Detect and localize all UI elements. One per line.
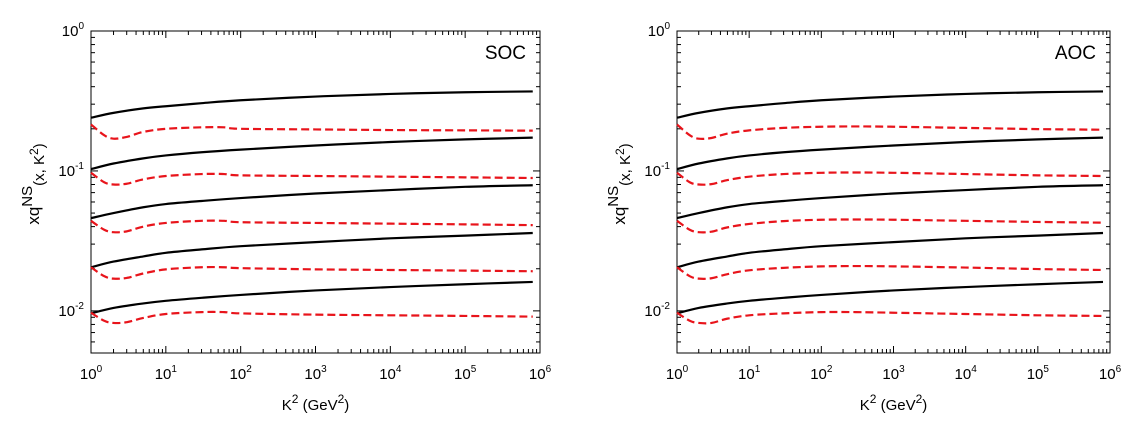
panel1-series-8-dashed-curve [90, 265, 533, 280]
panel1-y-axis-label: xqNS(x, K2) [19, 143, 48, 224]
panel1-x-tick-label: 104 [379, 364, 402, 383]
panel1-series-2-dashed-curve [90, 123, 533, 140]
panel2-x-tick-label: 106 [1099, 364, 1122, 383]
panel2-panel-label: AOC [1055, 43, 1096, 64]
panel2-series-4-dashed-curve [676, 171, 1104, 186]
panel2-x-tick-label: 103 [882, 364, 905, 383]
panel2-x-tick-label: 100 [666, 364, 689, 383]
panel1-x-tick-label: 100 [80, 364, 103, 383]
panel2-series-1-solid-curve [676, 90, 1104, 119]
panel2: 100 101 102 103 104 105 106 10-2 10-1 100 K2 (GeV2… [605, 21, 1122, 414]
panel2-y-tick-label: 100 [648, 21, 671, 40]
panel1-series-5-solid-curve [90, 184, 533, 220]
panel2-series-3-solid-curve [676, 136, 1104, 171]
panel1-series-9-solid-curve [90, 280, 533, 315]
panel1-series-1-solid-curve [90, 90, 533, 119]
panel2-y-tick-label: 10-1 [644, 161, 670, 180]
panel2-y-axis-label: xqNS(x, K2) [605, 143, 634, 224]
panel1-panel-label: SOC [485, 43, 526, 64]
panel1: 100 101 102 103 104 105 106 10-2 10-1 100 K2 (GeV2… [19, 21, 552, 414]
panel1-series-7-solid-curve [90, 231, 533, 269]
panel2-x-tick-label: 105 [1027, 364, 1050, 383]
panel1-plot-frame [90, 30, 541, 354]
panel2-series-9-solid-curve [676, 280, 1104, 315]
panel2-series-10-dashed-curve [676, 310, 1104, 325]
panel1-x-tick-label: 106 [529, 364, 552, 383]
panel2-series-5-solid-curve [676, 184, 1104, 220]
panel1-x-tick-label: 103 [304, 364, 327, 383]
panel2-series-7-solid-curve [676, 231, 1104, 269]
panel1-x-tick-label: 101 [155, 364, 178, 383]
panel2-x-tick-label: 104 [955, 364, 978, 383]
panel2-series-8-dashed-curve [676, 264, 1104, 280]
panel1-y-tick-label: 10-2 [58, 301, 84, 320]
panel1-x-tick-label: 105 [454, 364, 477, 383]
panel1-series-10-dashed-curve [90, 310, 533, 325]
panel2-x-tick-label: 102 [810, 364, 833, 383]
panel2-ticks [676, 30, 1111, 354]
panel1-x-axis-label: K2 (GeV2) [282, 392, 350, 414]
panel2-series-2-dashed-curve [676, 123, 1104, 140]
panel1-x-tick-label: 102 [230, 364, 253, 383]
panel1-series-3-solid-curve [90, 136, 533, 171]
panel2-x-axis-label: K2 (GeV2) [860, 392, 928, 414]
panel2-plot-frame [676, 30, 1111, 354]
panel1-series-6-dashed-curve [90, 219, 533, 234]
panel2-y-tick-label: 10-2 [644, 301, 670, 320]
panel1-ticks [90, 30, 541, 354]
panel1-series-4-dashed-curve [90, 171, 533, 186]
panel1-y-tick-label: 100 [62, 21, 85, 40]
panel2-series-6-dashed-curve [676, 218, 1104, 234]
panel2-x-tick-label: 101 [738, 364, 761, 383]
panel1-y-tick-label: 10-1 [58, 161, 84, 180]
